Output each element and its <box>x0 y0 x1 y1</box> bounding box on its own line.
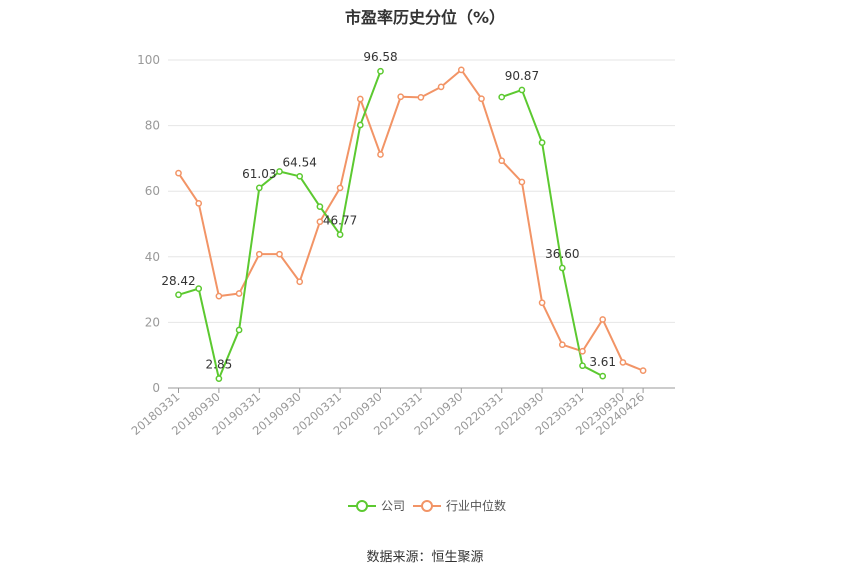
data-point <box>195 285 203 292</box>
data-point <box>498 93 506 101</box>
data-point <box>639 367 647 374</box>
data-point <box>356 121 364 129</box>
legend-marker <box>356 500 368 512</box>
data-point <box>336 231 344 238</box>
data-point <box>316 203 324 210</box>
series-line <box>177 68 644 372</box>
series-line <box>501 88 604 378</box>
data-label: 46.77 <box>323 214 357 228</box>
data-source-note: 数据来源：恒生聚源 <box>366 550 484 565</box>
data-label: 96.58 <box>363 50 397 64</box>
data-label: 61.03 <box>242 167 276 181</box>
data-point <box>538 299 546 307</box>
data-point <box>215 375 223 383</box>
data-point <box>296 278 304 286</box>
data-label: 64.54 <box>283 155 317 169</box>
legend: 公司 行业中位数 <box>348 498 506 513</box>
legend-label: 公司 <box>381 499 405 513</box>
y-tick-label: 60 <box>145 184 160 198</box>
data-point <box>397 93 405 101</box>
data-point <box>175 291 182 299</box>
x-axis: 2018033120180930201903312019093020200331… <box>129 387 675 438</box>
data-point <box>255 184 263 192</box>
grid-lines <box>168 59 675 323</box>
data-point <box>235 290 243 297</box>
chart-title: 市盈率历史分位（%） <box>344 8 506 27</box>
data-point <box>276 250 283 258</box>
series-points <box>175 66 647 383</box>
data-label: 28.42 <box>161 274 195 288</box>
data-point <box>316 218 324 226</box>
data-point <box>518 178 526 186</box>
data-point <box>599 372 607 380</box>
legend-marker <box>421 500 433 512</box>
data-point <box>195 199 203 207</box>
data-point <box>356 95 364 103</box>
data-point <box>276 168 283 175</box>
data-point <box>538 139 546 147</box>
y-tick-label: 80 <box>145 119 160 133</box>
data-point <box>457 66 465 74</box>
data-point <box>296 172 304 180</box>
data-point <box>336 184 344 192</box>
y-axis: 0 20 40 60 80 100 <box>137 53 160 395</box>
data-point <box>215 292 223 300</box>
data-point <box>579 362 586 370</box>
series-lines <box>177 68 644 380</box>
data-point <box>619 359 627 366</box>
data-label: 3.61 <box>589 355 616 369</box>
data-point <box>498 157 506 165</box>
data-label: 36.60 <box>545 247 579 261</box>
data-point <box>579 347 586 355</box>
data-label: 2.85 <box>206 358 233 372</box>
data-point <box>599 316 607 323</box>
data-point <box>478 95 485 103</box>
data-label: 90.87 <box>505 69 539 83</box>
data-point <box>558 264 566 272</box>
data-point <box>518 86 526 94</box>
data-point <box>558 341 566 349</box>
y-tick-label: 20 <box>145 315 160 329</box>
data-point <box>417 94 425 101</box>
data-point <box>255 250 263 258</box>
y-tick-label: 100 <box>137 53 160 67</box>
y-tick-label: 0 <box>152 381 160 395</box>
data-point <box>437 83 445 91</box>
data-point <box>377 151 384 158</box>
data-labels: 28.42 2.85 61.03 64.54 46.77 96.58 90.87 36.60 3… <box>161 50 616 371</box>
legend-label: 行业中位数 <box>446 498 506 513</box>
data-point <box>235 326 243 334</box>
y-tick-label: 40 <box>145 250 160 264</box>
data-point <box>175 169 182 177</box>
data-point <box>377 67 384 75</box>
